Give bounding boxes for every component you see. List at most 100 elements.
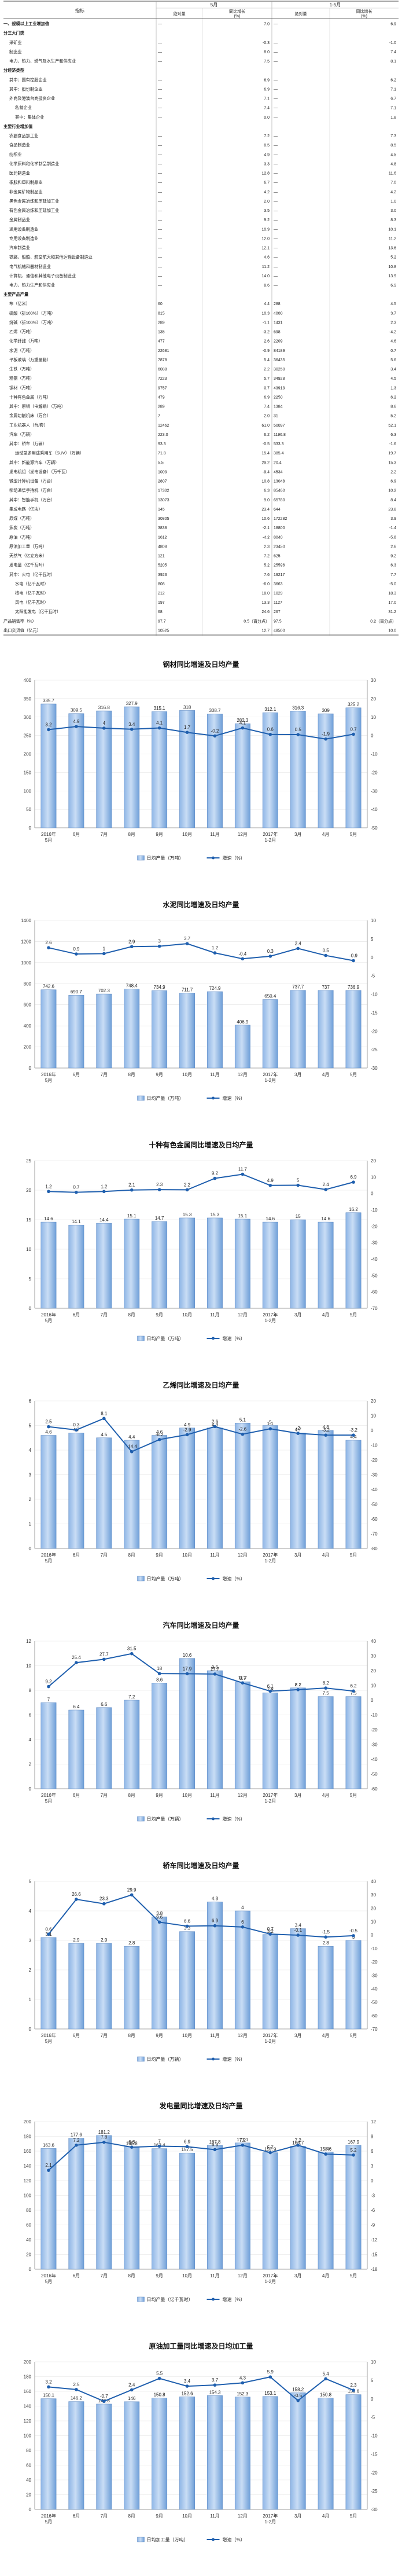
table-cell-value: 85460 bbox=[274, 489, 285, 493]
table-cell-value: 808 bbox=[158, 582, 165, 586]
line-point bbox=[352, 732, 355, 736]
table-cell-value: 15.4 bbox=[261, 452, 270, 456]
line-series bbox=[48, 2376, 354, 2402]
chart-title: 原油加工量同比增速及日均加工量 bbox=[149, 2342, 253, 2350]
bar-data-label: 4.4 bbox=[128, 1434, 135, 1440]
bar-data-label: 165.8 bbox=[126, 2141, 138, 2146]
y2-tick-label: 10 bbox=[371, 2360, 376, 2365]
line-series bbox=[48, 943, 354, 962]
x-tick-label: 1-2月 bbox=[265, 838, 276, 843]
bar-data-label: 167.8 bbox=[209, 2140, 221, 2145]
table-cell-value: 4.2 bbox=[264, 190, 270, 195]
line-data-label: 3.4 bbox=[184, 2379, 191, 2384]
legend-bar-label: 日均产量（万吨） bbox=[147, 1095, 184, 1101]
table-cell-value: 7.7 bbox=[390, 573, 396, 577]
line-data-label: 0.5 bbox=[295, 727, 302, 732]
table-cell-value: — bbox=[158, 227, 162, 232]
table-row-label: 焦炭（万吨） bbox=[9, 525, 34, 530]
y2-tick-label: 0 bbox=[371, 1428, 374, 1433]
x-tick-label: 9月 bbox=[156, 1312, 163, 1318]
table-cell-value: 6.3 bbox=[264, 489, 270, 493]
table-cell-value: 223.0 bbox=[158, 433, 168, 437]
table-row: 原油（万吨） 1612 -4.2 8040 -5.8 bbox=[9, 534, 396, 540]
x-tick-label: 1-2月 bbox=[265, 2279, 276, 2284]
table-cell-value: 12.8 bbox=[261, 172, 270, 176]
legend-bar-label: 日均产量（亿千瓦时） bbox=[147, 2296, 193, 2302]
table-row-label: 铁路、船舶、航空航天和其他运输设备制造业 bbox=[9, 255, 93, 260]
line-data-label: 1.7 bbox=[184, 725, 191, 730]
bar bbox=[152, 2148, 168, 2270]
y2-tick-label: -10 bbox=[371, 752, 378, 757]
y-tick-label: 200 bbox=[24, 752, 32, 757]
table-cell-value: — bbox=[158, 247, 162, 251]
table-cell-value: 4.5 bbox=[390, 377, 396, 381]
x-tick-label: 2017年 bbox=[263, 1552, 278, 1558]
table-cell-value: 212 bbox=[158, 592, 165, 596]
line-point bbox=[130, 2388, 134, 2392]
bar bbox=[290, 1219, 306, 1309]
table-cell-value: 84189 bbox=[274, 349, 285, 353]
line-data-label: 4.3 bbox=[239, 2375, 246, 2380]
table-cell-value: 2.6 bbox=[264, 340, 270, 344]
table-cell-value: -1.0 bbox=[389, 41, 396, 45]
legend-line-marker bbox=[212, 2538, 215, 2541]
y-tick-label: 80 bbox=[26, 2448, 31, 2453]
table-cell-value: 7.0 bbox=[390, 181, 396, 185]
line-point bbox=[75, 2388, 78, 2391]
table-cell-value: 18.3 bbox=[388, 592, 396, 596]
table-cell-value: — bbox=[158, 284, 162, 288]
bar-data-label: 15.1 bbox=[238, 1213, 248, 1219]
chart-panel: 原油加工量同比增速及日均加工量 0 20 40 60 80 100 120 140 160 180 2… bbox=[0, 2336, 402, 2576]
table-cell-value: 7.4 bbox=[390, 50, 396, 54]
x-tick-label: 4月 bbox=[322, 1072, 329, 1077]
table-row: 其中：新能源汽车（万辆） 5.5 29.2 20.4 15.3 bbox=[9, 460, 396, 465]
table-cell-value: -9.4 bbox=[263, 470, 270, 474]
table-row-label: 太阳能发电（亿千瓦时） bbox=[15, 609, 61, 614]
line-data-label: 2.9 bbox=[128, 939, 135, 944]
table-row: 通用设备制造业 — 10.9 — 10.1 bbox=[9, 226, 396, 232]
legend-line-label: 增速（%） bbox=[223, 855, 245, 861]
table-cell-value: — bbox=[274, 247, 278, 251]
y-tick-label: 200 bbox=[24, 2360, 32, 2365]
x-tick-label: 2017年 bbox=[263, 2032, 278, 2038]
table-cell-value: 385.4 bbox=[274, 452, 284, 456]
table-cell-value: 172282 bbox=[274, 517, 287, 521]
table-row-label: 粗钢（万吨） bbox=[9, 376, 34, 381]
line-data-label: 0.6 bbox=[267, 727, 274, 732]
y2-tick-label: 30 bbox=[371, 1654, 376, 1659]
table-cell-value: 1029 bbox=[274, 592, 283, 596]
table-cell-value: 10.8 bbox=[261, 480, 270, 484]
table-cell-value: — bbox=[158, 218, 162, 222]
y2-tick-label: -10 bbox=[371, 1443, 378, 1448]
x-tick-label: 7月 bbox=[101, 1312, 108, 1318]
table-row-label: 农副食品加工业 bbox=[9, 133, 38, 138]
bar-data-label: 2.9 bbox=[101, 1937, 108, 1943]
y2-tick-label: 20 bbox=[371, 1399, 376, 1404]
industrial-stats-table: 指标 5月 1-5月 绝对量 同比增长 (%) 绝对量 同比增长 (%) 一、规模以上工业增加值 —… bbox=[0, 0, 402, 637]
x-tick-label: 5月 bbox=[350, 1072, 357, 1077]
table-cell-value: — bbox=[274, 200, 278, 204]
line-data-label: -3.2 bbox=[322, 1428, 330, 1433]
y2-tick-label: -30 bbox=[371, 788, 378, 794]
table-cell-value: — bbox=[158, 162, 162, 166]
table-row: 电力、热力生产和供应业 — 8.6 — 6.9 bbox=[9, 282, 396, 288]
table-cell-value: — bbox=[158, 50, 162, 54]
y-tick-label: 140 bbox=[24, 2404, 32, 2409]
bar-data-label: 650.4 bbox=[264, 994, 276, 999]
y-tick-label: 4 bbox=[29, 1737, 32, 1742]
y2-tick-label: 0 bbox=[371, 733, 374, 739]
bar bbox=[290, 1433, 306, 1549]
x-tick-label: 9月 bbox=[156, 2273, 163, 2278]
line-data-label: 2.4 bbox=[128, 2382, 135, 2387]
table-cell-value: 7.1 bbox=[390, 87, 396, 91]
line-point bbox=[241, 1681, 245, 1685]
line-data-label: 2.4 bbox=[323, 1182, 330, 1187]
line-point bbox=[324, 1686, 327, 1690]
bar bbox=[262, 712, 278, 828]
bar bbox=[96, 1223, 112, 1309]
table-cell-value: 15.3 bbox=[388, 461, 396, 465]
y-tick-label: 800 bbox=[24, 981, 32, 986]
table-cell-value: 65780 bbox=[274, 498, 285, 502]
line-point bbox=[75, 952, 78, 956]
table-row: 专用设备制造业 — 12.0 — 11.2 bbox=[9, 236, 396, 241]
